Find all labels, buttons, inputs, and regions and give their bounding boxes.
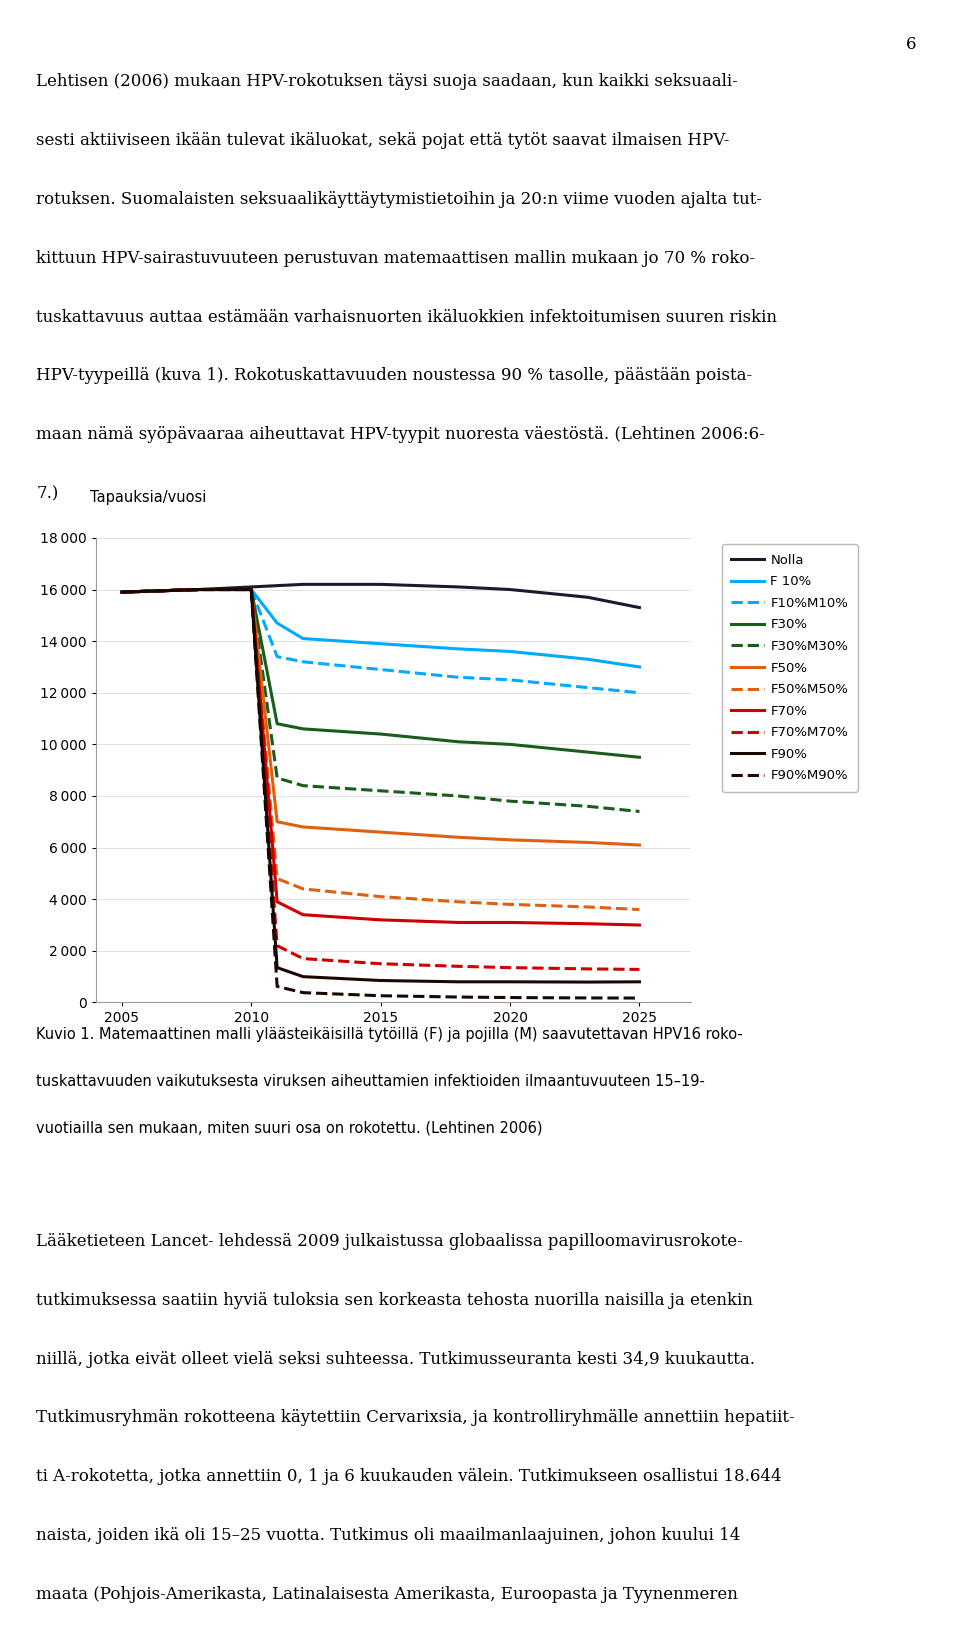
Text: 7.): 7.) (36, 486, 59, 502)
Text: Kuvio 1. Matemaattinen malli yläästeikäisillä tytöillä (F) ja pojilla (M) saavut: Kuvio 1. Matemaattinen malli yläästeikäi… (36, 1027, 743, 1042)
Text: vuotiailla sen mukaan, miten suuri osa on rokotettu. (Lehtinen 2006): vuotiailla sen mukaan, miten suuri osa o… (36, 1121, 543, 1136)
Text: maata (Pohjois-Amerikasta, Latinalaisesta Amerikasta, Euroopasta ja Tyynenmeren: maata (Pohjois-Amerikasta, Latinalaisest… (36, 1586, 738, 1602)
Text: HPV-tyypeillä (kuva 1). Rokotuskattavuuden noustessa 90 % tasolle, päästään pois: HPV-tyypeillä (kuva 1). Rokotuskattavuud… (36, 367, 753, 385)
Text: ti A-rokotetta, jotka annettiin 0, 1 ja 6 kuukauden välein. Tutkimukseen osallis: ti A-rokotetta, jotka annettiin 0, 1 ja … (36, 1469, 782, 1485)
Text: Lääketieteen Lancet- lehdessä 2009 julkaistussa globaalissa papilloomavirusrokot: Lääketieteen Lancet- lehdessä 2009 julka… (36, 1232, 743, 1250)
Text: naista, joiden ikä oli 15–25 vuotta. Tutkimus oli maailmanlaajuinen, johon kuulu: naista, joiden ikä oli 15–25 vuotta. Tut… (36, 1527, 741, 1544)
Text: rotuksen. Suomalaisten seksuaalikäyttäytymistietoihin ja 20:n viime vuoden ajalt: rotuksen. Suomalaisten seksuaalikäyttäyt… (36, 191, 762, 209)
Text: Tutkimusryhmän rokotteena käytettiin Cervarixsia, ja kontrolliryhmälle annettiin: Tutkimusryhmän rokotteena käytettiin Cer… (36, 1410, 795, 1426)
Text: maan nämä syöpävaaraa aiheuttavat HPV-tyypit nuoresta väestöstä. (Lehtinen 2006:: maan nämä syöpävaaraa aiheuttavat HPV-ty… (36, 425, 765, 443)
Legend: Nolla, F 10%, F10%M10%, F30%, F30%M30%, F50%, F50%M50%, F70%, F70%M70%, F90%, F9: Nolla, F 10%, F10%M10%, F30%, F30%M30%, … (722, 544, 857, 792)
Text: sesti aktiiviseen ikään tulevat ikäluokat, sekä pojat että tytöt saavat ilmaisen: sesti aktiiviseen ikään tulevat ikäluoka… (36, 132, 730, 150)
Text: Lehtisen (2006) mukaan HPV-rokotuksen täysi suoja saadaan, kun kaikki seksuaali-: Lehtisen (2006) mukaan HPV-rokotuksen tä… (36, 73, 738, 90)
Text: Tapauksia/vuosi: Tapauksia/vuosi (90, 491, 206, 505)
Text: tuskattavuuden vaikutuksesta viruksen aiheuttamien infektioiden ilmaantuvuuteen : tuskattavuuden vaikutuksesta viruksen ai… (36, 1074, 706, 1089)
Text: kittuun HPV-sairastuvuuteen perustuvan matemaattisen mallin mukaan jo 70 % roko-: kittuun HPV-sairastuvuuteen perustuvan m… (36, 249, 756, 267)
Text: niillä, jotka eivät olleet vielä seksi suhteessa. Tutkimusseuranta kesti 34,9 ku: niillä, jotka eivät olleet vielä seksi s… (36, 1351, 756, 1368)
Text: tuskattavuus auttaa estämään varhaisnuorten ikäluokkien infektoitumisen suuren r: tuskattavuus auttaa estämään varhaisnuor… (36, 308, 778, 326)
Text: 6: 6 (906, 36, 917, 52)
Text: tutkimuksessa saatiin hyviä tuloksia sen korkeasta tehosta nuorilla naisilla ja : tutkimuksessa saatiin hyviä tuloksia sen… (36, 1291, 754, 1309)
